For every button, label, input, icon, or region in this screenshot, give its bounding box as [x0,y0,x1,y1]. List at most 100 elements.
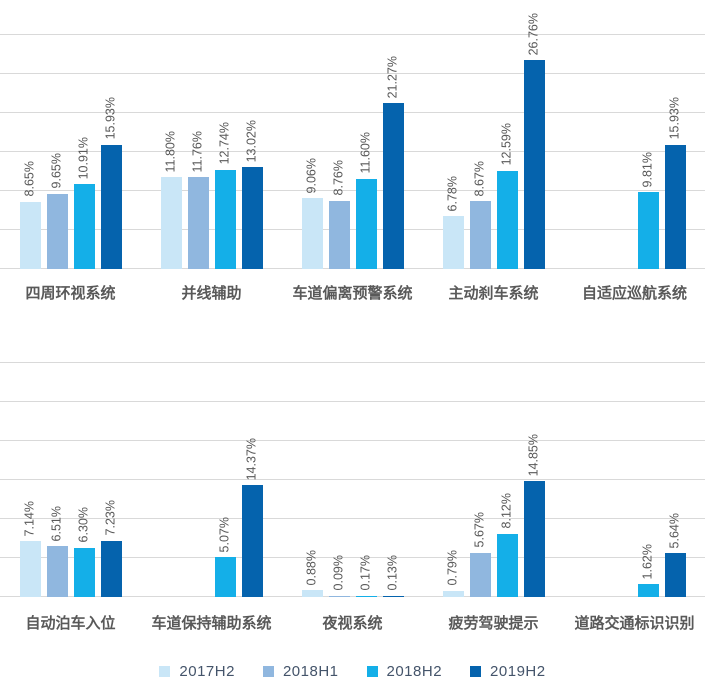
bar-slot-2017H2: 0.88% [301,363,323,597]
category-label: 车道偏离预警系统 [292,285,413,302]
bar-slot-2019H2: 14.37% [241,363,263,597]
bar-slot-2019H2: 5.64% [664,363,686,597]
legend-label: 2018H2 [386,662,443,680]
bar-value-label: 6.51% [49,505,64,542]
bar-group: 11.80% 11.76% 12.74% 13.02% [141,0,282,269]
bar-2018H1 [469,201,491,269]
bar-2018H1 [46,546,68,597]
bar-slot-2018H2: 12.59% [496,0,518,269]
bar-2017H2 [301,198,323,269]
bar-slot-2018H1: 11.76% [187,0,209,269]
bar-2017H2 [442,590,464,597]
bar-value-label: 11.60% [358,132,373,174]
upper-bar-chart: 8.65% 9.65% 10.91% 15.93% 11.80% 11.76% 12.74%… [0,0,705,310]
bar-slot-2017H2: 9.06% [301,0,323,269]
legend-item-2019H2: 2019H2 [470,663,546,680]
bar-value-label: 8.67% [472,160,487,197]
bar-slot-2019H2: 0.13% [382,363,404,597]
bar-value-label: 11.76% [190,130,205,173]
bar-group: 9.81% 15.93% [564,0,705,269]
bar-slot-2018H2: 5.07% [214,363,236,597]
bar-group: 7.14% 6.51% 6.30% 7.23% [0,363,141,597]
bar-slot-2018H1: 8.76% [328,0,350,269]
bar-value-label: 7.14% [22,500,37,537]
bar-value-label: 6.30% [76,507,91,543]
category-label: 并线辅助 [181,285,242,302]
bar-value-label: 0.09% [331,555,346,591]
bar-2018H2 [496,170,518,269]
lower-chart-category-axis: 自动泊车入位 车道保持辅助系统 夜视系统 疲劳驾驶提示 道路交通标识识别 [0,597,705,651]
bar-2019H2 [664,553,686,597]
bar-slot-2017H2: 8.65% [19,0,41,269]
bar-value-label: 8.65% [22,161,37,197]
category-label: 道路交通标识识别 [574,615,695,632]
bar-2019H2 [100,144,122,269]
bar-value-label: 14.37% [244,437,259,480]
bar-value-label: 5.67% [472,512,487,548]
bar-value-label: 0.17% [358,555,373,591]
bar-slot-2017H2 [161,363,182,597]
gridline-15pct [0,479,705,480]
bar-2018H1 [187,177,209,269]
gridline-30pct [0,34,705,35]
gridline-5pct [0,557,705,558]
bar-value-label: 9.65% [49,153,64,189]
chart-legend: 2017H2 2018H1 2018H2 2019H2 [0,651,705,691]
bar-slot-2018H1: 9.65% [46,0,68,269]
bar-value-label: 5.64% [667,512,682,549]
category-label: 主动刹车系统 [448,285,539,302]
legend-label: 2019H2 [490,662,546,680]
gridline-25pct [0,401,705,402]
gridline-30pct [0,362,705,363]
bar-value-label: 1.62% [640,543,655,580]
bar-group: 0.88% 0.09% 0.17% 0.13% [282,363,423,597]
lower-chart-plot-area: 7.14% 6.51% 6.30% 7.23% 5.07% 14.37% 0.88% 0.09… [0,362,705,597]
category-label: 自动泊车入位 [25,615,116,632]
bar-slot-2018H2: 8.12% [496,363,518,597]
bar-value-label: 8.12% [499,493,514,529]
bar-group: 6.78% 8.67% 12.59% 26.76% [423,0,564,269]
bar-value-label: 5.07% [217,517,232,553]
gridline-10pct [0,190,705,191]
bar-2017H2 [442,216,464,269]
bar-slot-2019H2: 15.93% [100,0,122,269]
bar-2018H2 [496,533,518,597]
bar-2018H2 [214,169,236,269]
category-label: 车道保持辅助系统 [151,615,272,632]
legend-swatch-icon [159,665,171,677]
gridline-20pct [0,440,705,441]
bar-2019H2 [523,60,545,269]
bar-2017H2 [160,176,182,269]
legend-item-2018H1: 2018H1 [262,662,339,680]
chart-gap [0,310,705,363]
bar-value-label: 8.76% [331,160,346,196]
bar-slot-2018H1 [611,363,632,597]
bar-2018H2 [637,192,659,269]
bar-slot-2018H2: 6.30% [73,363,95,597]
bar-2018H1 [46,193,68,269]
legend-item-2018H2: 2018H2 [366,662,443,680]
upper-chart-category-axis: 四周环视系统 并线辅助 车道偏离预警系统 主动刹车系统 自适应巡航系统 [0,269,705,310]
bar-value-label: 10.91% [76,136,91,179]
bar-slot-2017H2 [584,363,605,597]
bar-slot-2017H2: 6.78% [442,0,464,269]
category-label: 夜视系统 [322,615,383,632]
legend-label: 2018H1 [282,662,339,680]
bar-2018H2 [355,595,377,597]
bar-value-label: 7.23% [103,500,118,536]
gridline-5pct [0,229,705,230]
legend-label: 2017H2 [179,662,235,680]
bar-slot-2018H2: 9.81% [637,0,659,269]
gridline-25pct [0,73,705,74]
bar-2018H1 [328,200,350,269]
bar-value-label: 13.02% [244,120,259,163]
bar-2019H2 [382,595,404,597]
bar-value-label: 0.79% [445,550,460,586]
bar-2019H2 [664,144,686,269]
bar-group: 1.62% 5.64% [564,363,705,597]
bar-slot-2019H2: 26.76% [523,0,545,269]
gridline-10pct [0,518,705,519]
lower-bar-chart: 7.14% 6.51% 6.30% 7.23% 5.07% 14.37% 0.88% 0.09… [0,362,705,651]
bar-2018H2 [214,557,236,597]
legend-swatch-icon [366,665,378,677]
